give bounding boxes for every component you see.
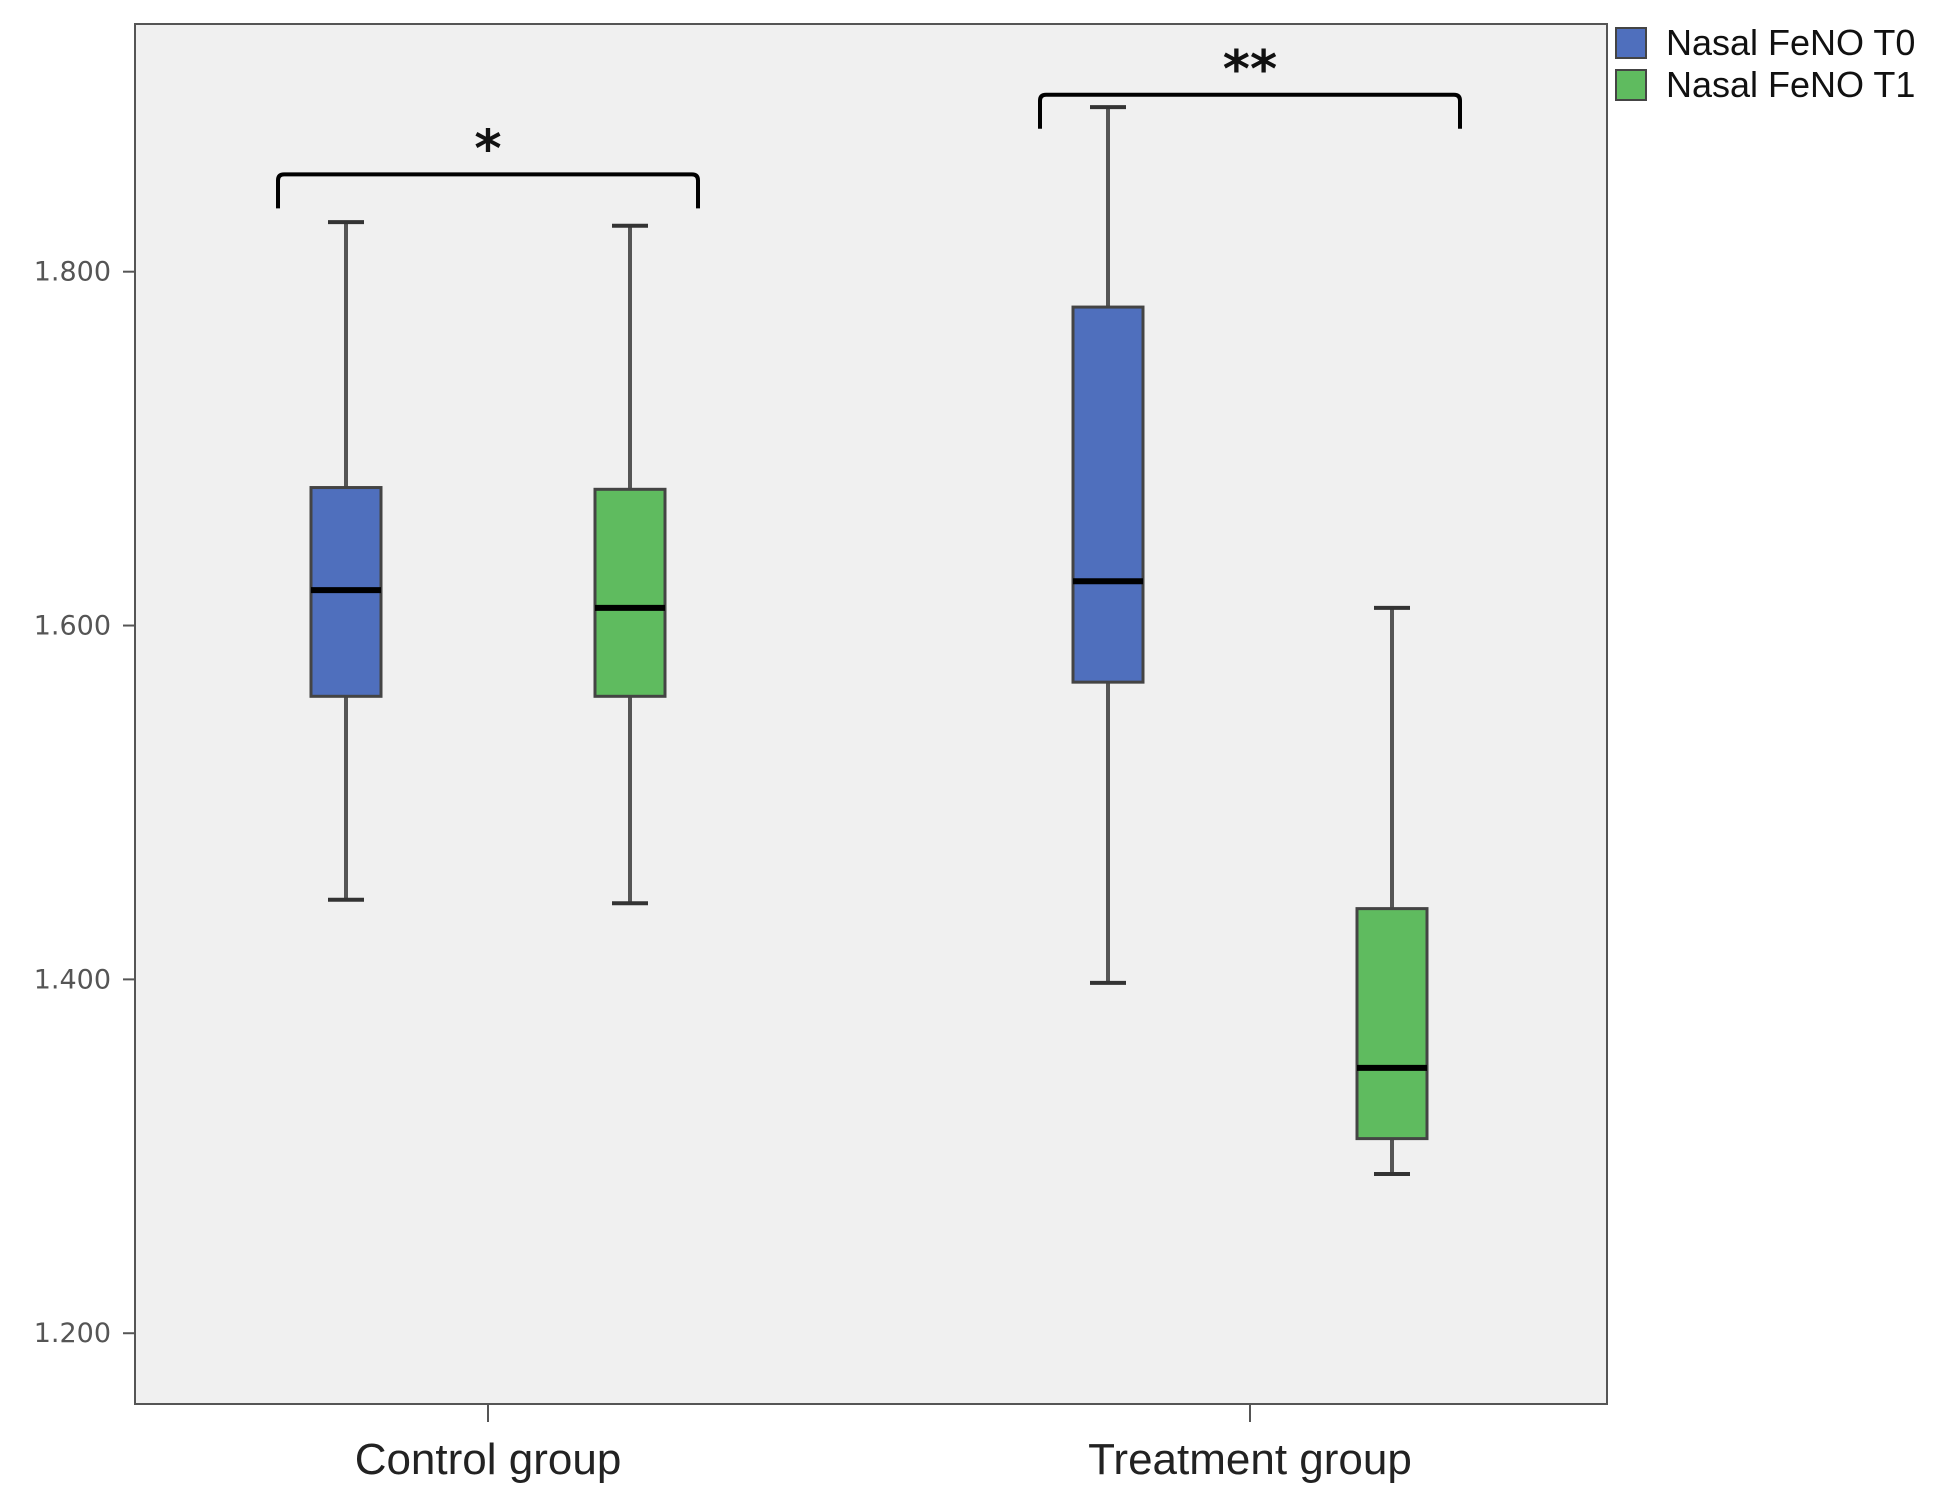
iqr-box [1355, 907, 1429, 1141]
legend-swatch [1615, 69, 1647, 101]
x-category-label: Treatment group [1088, 1435, 1412, 1484]
significance-brackets: *** [276, 40, 1462, 209]
significance-bracket [276, 172, 700, 209]
y-tick-label: 1.200 [34, 1318, 111, 1349]
iqr-box [593, 487, 667, 698]
y-tick-label: 1.800 [34, 257, 111, 288]
significance-label: ** [1223, 40, 1277, 100]
y-tick-label: 1.600 [34, 611, 111, 642]
legend-swatch [1615, 27, 1647, 59]
box-nasal-feno-t1-1 [1355, 605, 1429, 1176]
box-nasal-feno-t0-1 [1071, 105, 1145, 985]
x-category-label: Control group [355, 1435, 622, 1484]
iqr-box [1071, 305, 1145, 684]
box-nasal-feno-t0-0 [309, 220, 383, 902]
y-tick-label: 1.400 [34, 964, 111, 995]
plot-area [134, 23, 1608, 1405]
significance-bracket [1038, 92, 1462, 129]
legend-label: Nasal FeNO T1 [1666, 64, 1915, 105]
y-axis: 1.200 1.400 1.600 1.800 [34, 257, 135, 1349]
box-series [309, 105, 1429, 1176]
x-axis: Control group Treatment group [355, 1404, 1412, 1484]
box-nasal-feno-t1-0 [593, 223, 667, 906]
legend-label: Nasal FeNO T0 [1666, 22, 1915, 63]
significance-label: * [474, 119, 501, 179]
